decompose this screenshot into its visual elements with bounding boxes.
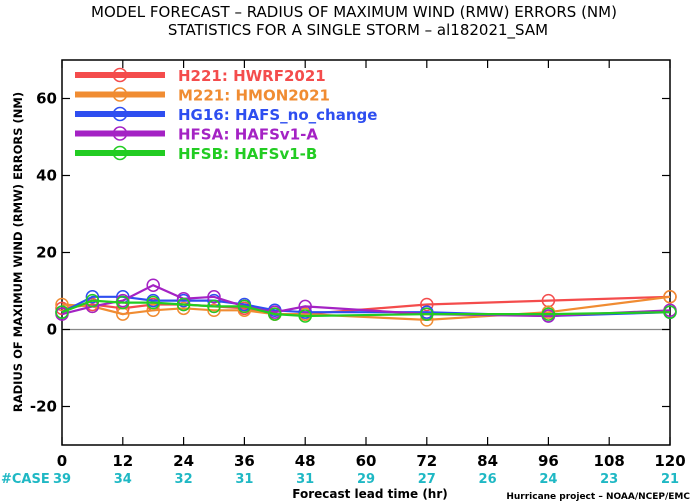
data-point-marker [237, 299, 252, 314]
x-axis-label: Forecast lead time (hr) [292, 487, 448, 501]
case-count: 32 [175, 472, 193, 487]
x-tick-label: 24 [173, 452, 194, 470]
x-tick-label: 36 [234, 452, 255, 470]
data-point-marker [268, 307, 282, 321]
data-point-marker [207, 299, 221, 314]
y-axis-label: RADIUS OF MAXIMUM WIND (RMW) ERRORS (NM) [11, 92, 25, 412]
series-line [61, 299, 671, 318]
legend-label: HG16: HAFS_no_change [178, 106, 377, 124]
data-point-marker [55, 305, 69, 319]
series-line [61, 295, 671, 322]
x-tick-label: 0 [57, 452, 67, 470]
x-tick-label: 120 [654, 452, 685, 470]
chart-title: MODEL FORECAST – RADIUS OF MAXIMUM WIND … [91, 3, 617, 21]
legend-label: HFSB: HAFSv1-B [178, 145, 317, 163]
case-count: 24 [539, 472, 557, 487]
data-point-marker [116, 295, 130, 310]
legend-marker [112, 67, 128, 83]
case-count: 31 [296, 472, 314, 487]
y-tick-label: 40 [36, 167, 57, 185]
data-point-marker [85, 290, 100, 304]
case-count: 21 [661, 472, 679, 487]
case-count: 23 [600, 472, 618, 487]
data-point-marker [85, 293, 100, 308]
data-point-marker [663, 290, 677, 304]
legend-label: M221: HMON2021 [178, 87, 330, 105]
case-count: 34 [114, 472, 132, 487]
y-tick-label: -20 [30, 398, 57, 416]
x-tick-label: 108 [594, 452, 625, 470]
legend-marker [112, 126, 128, 141]
x-axis-ticks: 0 12 24 36 48 60 72 84 96 108 120 [57, 60, 686, 470]
data-point-marker [176, 297, 191, 312]
y-axis-ticks: -20 0 20 40 60 [30, 90, 670, 416]
legend-label: HFSA: HAFSv1-A [178, 126, 318, 144]
data-point-marker [207, 303, 221, 317]
legend-marker [112, 106, 128, 122]
x-tick-label: 60 [356, 452, 377, 470]
data-point-marker [663, 305, 677, 319]
data-point-marker [176, 301, 191, 316]
y-tick-label: 0 [47, 321, 57, 339]
case-count: 27 [418, 472, 436, 487]
credit-text: Hurricane project – NOAA/NCEP/EMC [506, 492, 690, 502]
legend-marker [112, 145, 128, 161]
data-point-marker [146, 295, 160, 310]
y-tick-label: 20 [36, 244, 57, 262]
data-point-marker [146, 278, 160, 292]
case-count-row: #CASE 39 34 32 31 31 29 27 26 24 23 21 [1, 472, 679, 487]
data-point-marker [298, 299, 312, 314]
data-point-marker [146, 303, 160, 317]
data-point-marker [420, 297, 434, 312]
data-point-marker [420, 307, 434, 321]
data-point-marker [541, 307, 556, 321]
chart-subtitle: STATISTICS FOR A SINGLE STORM – al182021… [168, 21, 548, 40]
data-point-marker [298, 309, 312, 323]
series-layer [55, 278, 677, 327]
case-count: 31 [235, 472, 253, 487]
x-tick-label: 12 [112, 452, 133, 470]
x-tick-label: 48 [295, 452, 316, 470]
case-label: #CASE [1, 472, 50, 487]
data-point-marker [55, 297, 69, 312]
case-count: 29 [357, 472, 375, 487]
case-count: 39 [53, 472, 71, 487]
case-count: 26 [479, 472, 497, 487]
series-hfsb [55, 293, 677, 323]
x-tick-label: 96 [538, 452, 559, 470]
y-tick-label: 60 [36, 90, 57, 108]
x-tick-label: 72 [416, 452, 437, 470]
series-m221 [55, 290, 677, 327]
x-tick-label: 84 [477, 452, 498, 470]
legend-marker [112, 87, 128, 102]
data-point-marker [207, 290, 221, 304]
legend-label: H221: HWRF2021 [178, 67, 326, 85]
